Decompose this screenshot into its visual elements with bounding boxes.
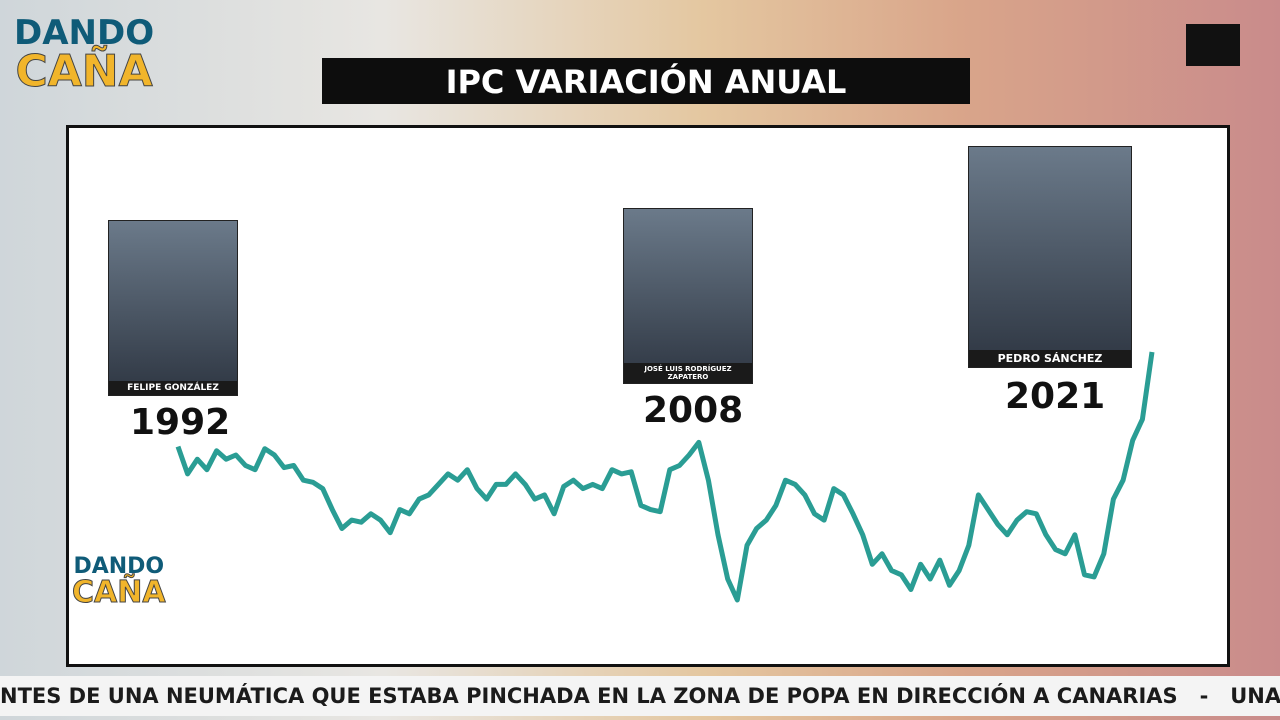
logo-line: CAÑA (72, 575, 167, 610)
logo-line: CAÑA (15, 46, 153, 97)
logo: DANDO CAÑA (14, 16, 154, 94)
chart-title: IPC VARIACIÓN ANUAL (322, 58, 970, 104)
portrait-name: JOSÉ LUIS RODRÍGUEZ ZAPATERO (624, 363, 752, 383)
portrait: JOSÉ LUIS RODRÍGUEZ ZAPATERO (623, 208, 753, 384)
portrait: FELIPE GONZÁLEZ (108, 220, 238, 396)
year-label: 1992 (130, 402, 231, 443)
year-label: 2021 (1005, 376, 1106, 417)
portrait: PEDRO SÁNCHEZ (968, 146, 1132, 368)
portrait-name: FELIPE GONZÁLEZ (109, 381, 237, 395)
year-label: 2008 (643, 390, 744, 431)
portrait-name: PEDRO SÁNCHEZ (969, 350, 1131, 367)
logo-line: DANDO (73, 554, 165, 579)
data-line (175, 351, 1155, 603)
logo-line: DANDO (14, 13, 155, 53)
channel-icon (1186, 24, 1240, 66)
logo: DANDO CAÑA (72, 554, 167, 610)
news-ticker: NTES DE UNA NEUMÁTICA QUE ESTABA PINCHAD… (0, 676, 1280, 716)
